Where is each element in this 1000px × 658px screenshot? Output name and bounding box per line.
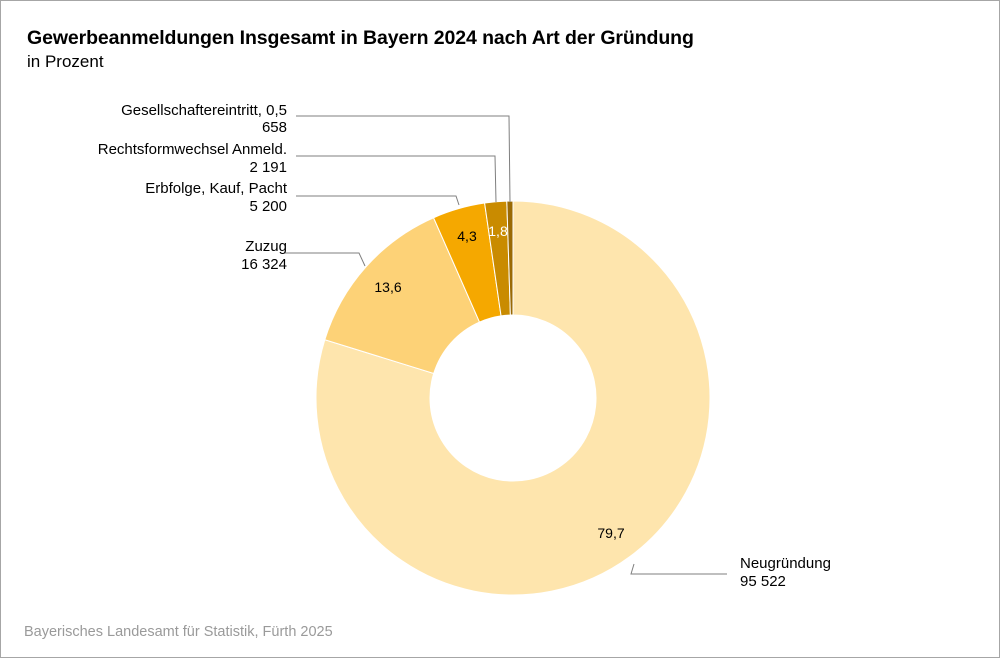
label-erbfolge-value: 5 200 bbox=[249, 198, 287, 215]
leader-lines bbox=[284, 115, 727, 575]
chart-subtitle: in Prozent bbox=[27, 52, 104, 71]
chart-title: Gewerbeanmeldungen Insgesamt in Bayern 2… bbox=[27, 27, 694, 49]
slice-zuzug bbox=[324, 217, 481, 375]
slice-neugründung bbox=[315, 200, 711, 596]
outside-labels: Gesellschaftereintritt, 0,5 658 Rechtsfo… bbox=[98, 102, 831, 590]
donut-slices bbox=[315, 200, 711, 596]
label-gesellschafter-value: 658 bbox=[262, 119, 287, 136]
label-neugruendung-value: 95 522 bbox=[740, 573, 786, 590]
slice-label-zuzug: 13,6 bbox=[374, 279, 401, 295]
slice-label-rechtsform: 1,8 bbox=[488, 223, 508, 239]
label-zuzug-value: 16 324 bbox=[241, 256, 287, 273]
slice-label-erbfolge: 4,3 bbox=[457, 228, 477, 244]
label-rechtsform-name: Rechtsformwechsel Anmeld. bbox=[98, 141, 287, 158]
slice-label-neugruendung: 79,7 bbox=[597, 525, 624, 541]
label-gesellschafter-name: Gesellschaftereintritt, 0,5 bbox=[121, 102, 287, 119]
label-neugruendung-name: Neugründung bbox=[740, 555, 831, 572]
source-note: Bayerisches Landesamt für Statistik, Für… bbox=[24, 624, 333, 640]
slice-gesellschaftereintritt bbox=[506, 200, 514, 316]
label-zuzug-name: Zuzug bbox=[245, 238, 287, 255]
slice-labels: 79,7 13,6 4,3 1,8 bbox=[374, 223, 624, 541]
label-rechtsform-value: 2 191 bbox=[249, 159, 287, 176]
label-erbfolge-name: Erbfolge, Kauf, Pacht bbox=[145, 180, 288, 197]
